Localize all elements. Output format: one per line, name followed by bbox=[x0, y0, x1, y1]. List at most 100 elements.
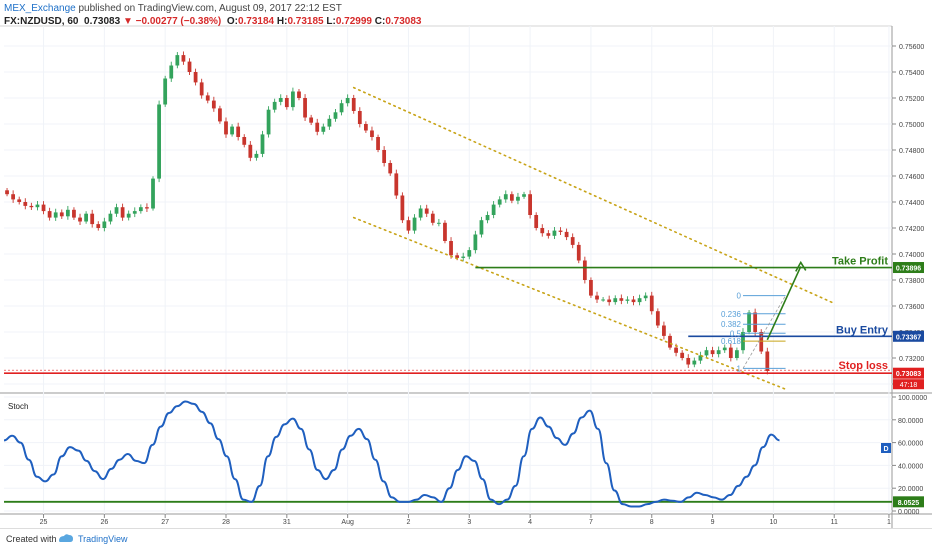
time-tick-label: 28 bbox=[222, 519, 230, 526]
price-tick-label: 0.75400 bbox=[899, 70, 924, 77]
stoch-line bbox=[3, 400, 780, 508]
fib-level-label: 0.236 bbox=[721, 310, 742, 319]
candle-body bbox=[461, 256, 466, 258]
time-tick-label: 27 bbox=[161, 519, 169, 526]
time-tick-label: 2 bbox=[407, 519, 411, 526]
projection-arrow-head-icon bbox=[795, 260, 807, 272]
candle-body bbox=[662, 325, 666, 336]
candle-body bbox=[479, 220, 484, 235]
take-profit-price-tag bbox=[893, 262, 924, 274]
candle-body bbox=[145, 207, 149, 209]
candle-body bbox=[686, 358, 691, 365]
candle-body bbox=[41, 204, 46, 212]
candle-body bbox=[552, 230, 557, 236]
candle-body bbox=[84, 213, 88, 222]
candle-body bbox=[47, 211, 52, 218]
candle-body bbox=[747, 312, 751, 332]
brand-link[interactable]: TradingView bbox=[78, 534, 128, 544]
fib-level-label: 0 bbox=[737, 292, 742, 301]
time-tick-label: 7 bbox=[589, 519, 593, 526]
candle-body bbox=[169, 65, 174, 79]
price-tick-label: 0.73600 bbox=[899, 304, 924, 311]
candle-body bbox=[509, 194, 514, 201]
candle-body bbox=[491, 204, 496, 215]
price-tick-label: 0.74600 bbox=[899, 174, 924, 181]
candle-body bbox=[601, 299, 605, 301]
candle-body bbox=[376, 137, 380, 150]
bar-timer-tag bbox=[893, 379, 924, 390]
price-tick-label: 0.75600 bbox=[899, 44, 924, 51]
candle-body bbox=[327, 118, 332, 127]
candle-body bbox=[321, 126, 326, 132]
candle-body bbox=[631, 299, 636, 303]
stoch-title: Stoch bbox=[8, 402, 28, 411]
candle-body bbox=[765, 351, 770, 371]
candle-body bbox=[400, 195, 405, 221]
chart-header: MEX_Exchange published on TradingView.co… bbox=[4, 2, 421, 28]
candle-body bbox=[418, 208, 423, 218]
high-value: 0.73185 bbox=[287, 16, 324, 27]
price-tick-label: 0.75200 bbox=[899, 96, 924, 103]
buy-entry-label: Buy Entry bbox=[836, 324, 889, 336]
price-axis[interactable]: 0.75600 0.75400 0.75200 0.75000 0.74800 0.746… bbox=[892, 44, 927, 516]
stoch-pane: Stoch D bbox=[3, 400, 892, 508]
stop-loss-label: Stop loss bbox=[838, 360, 888, 372]
stoch-tick-label: 100.0000 bbox=[898, 395, 927, 402]
candle-body bbox=[364, 124, 368, 131]
candle-body bbox=[29, 205, 34, 208]
candle-body bbox=[120, 207, 125, 218]
candle-body bbox=[242, 137, 247, 145]
buy-entry-price-label: 0.73367 bbox=[896, 334, 921, 341]
candle-body bbox=[211, 100, 216, 109]
candle-body bbox=[278, 98, 283, 102]
candle-body bbox=[735, 350, 739, 358]
buy-entry-price-tag bbox=[893, 330, 924, 342]
candle-body bbox=[11, 194, 16, 200]
candle-body bbox=[272, 101, 277, 110]
candle-body bbox=[345, 98, 350, 104]
candle-body bbox=[655, 311, 660, 326]
candle-body bbox=[59, 212, 64, 217]
candle-body bbox=[175, 55, 180, 66]
candle-body bbox=[351, 98, 356, 111]
candle-body bbox=[412, 217, 417, 231]
candle-body bbox=[357, 111, 362, 124]
candle-body bbox=[199, 82, 204, 96]
channel-lower-line bbox=[352, 216, 787, 391]
candle-body bbox=[582, 260, 587, 280]
candle-body bbox=[643, 295, 648, 299]
candle-body bbox=[254, 153, 259, 158]
author-link[interactable]: MEX_Exchange bbox=[4, 3, 76, 14]
candle-body bbox=[35, 204, 40, 208]
candle-body bbox=[704, 350, 709, 356]
candle-body bbox=[309, 117, 314, 123]
take-profit-label: Take Profit bbox=[832, 256, 888, 268]
bar-timer-label: 47:18 bbox=[900, 382, 918, 389]
time-tick-label: 31 bbox=[283, 519, 291, 526]
candle-body bbox=[163, 78, 168, 105]
candle-body bbox=[193, 72, 198, 83]
fib-level-label: 0.618 bbox=[721, 337, 742, 346]
candle-body bbox=[224, 121, 228, 135]
candle-body bbox=[516, 196, 520, 201]
candle-body bbox=[339, 103, 344, 113]
fib-level-label: 0.382 bbox=[721, 320, 742, 329]
time-tick-label: 25 bbox=[40, 519, 48, 526]
candle-body bbox=[443, 222, 447, 241]
time-tick-label: Aug bbox=[341, 519, 354, 526]
candle-body bbox=[151, 178, 155, 209]
candle-body bbox=[138, 207, 143, 212]
candle-body bbox=[17, 199, 22, 202]
price-tick-label: 0.74800 bbox=[899, 148, 924, 155]
candle-body bbox=[467, 250, 472, 257]
candle-body bbox=[102, 221, 107, 228]
candle-body bbox=[230, 126, 234, 135]
fib-trend-line bbox=[742, 295, 786, 369]
stop-loss-price-label: 0.73083 bbox=[896, 371, 921, 378]
time-axis[interactable]: 25 26 27 28 31 Aug 2 3 4 7 8 9 10 11 1 bbox=[40, 514, 891, 526]
candle-body bbox=[595, 295, 599, 300]
price-tick-label: 0.74000 bbox=[899, 252, 924, 259]
candle-body bbox=[406, 220, 411, 231]
candle-body bbox=[108, 213, 113, 222]
